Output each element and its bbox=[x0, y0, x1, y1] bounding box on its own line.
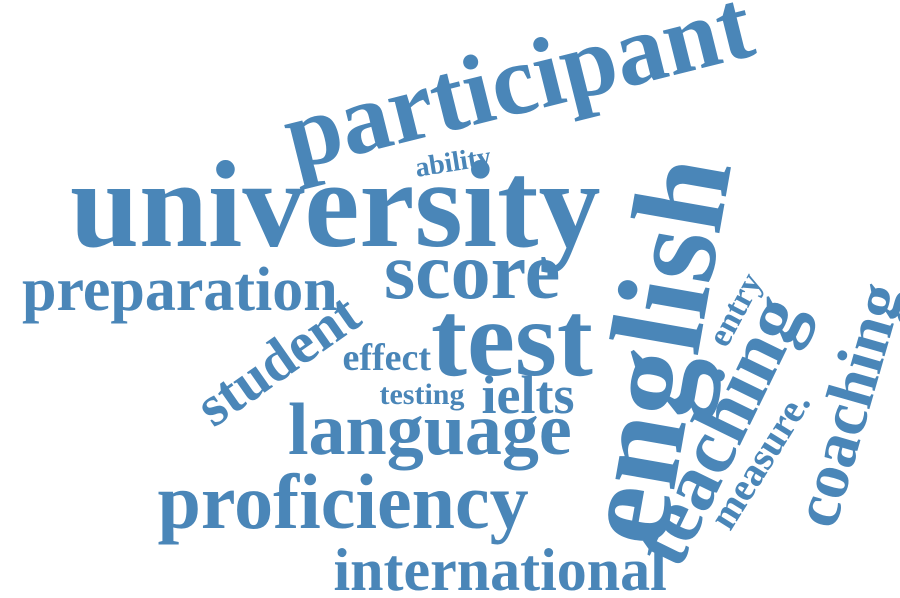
word-ielts: ielts bbox=[481, 365, 575, 425]
word-international: international bbox=[333, 537, 667, 598]
word-language: language bbox=[288, 389, 572, 471]
word-university: university bbox=[70, 136, 601, 273]
word-effect: effect bbox=[342, 337, 432, 379]
word-preparation: preparation bbox=[22, 256, 338, 324]
word-score: score bbox=[384, 228, 561, 316]
word-test: test bbox=[431, 280, 593, 399]
word-testing: testing bbox=[379, 378, 465, 411]
word-proficiency: proficiency bbox=[157, 458, 529, 545]
